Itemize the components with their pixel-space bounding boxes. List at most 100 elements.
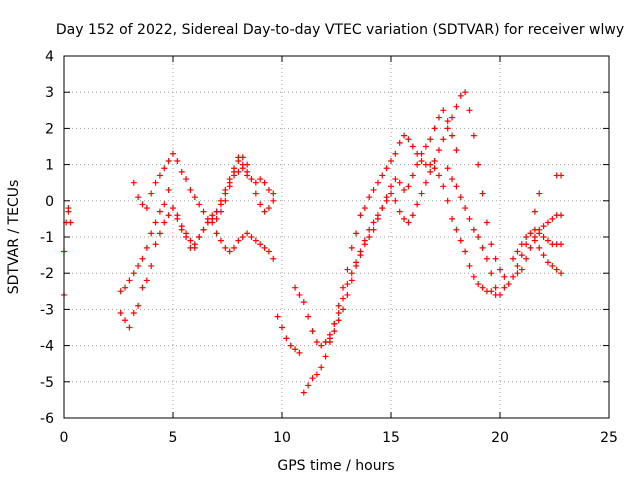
data-point	[510, 273, 517, 280]
data-point	[405, 136, 412, 143]
data-point	[213, 230, 220, 237]
data-point	[117, 288, 124, 295]
data-point	[540, 252, 547, 259]
data-point	[340, 284, 347, 291]
data-point	[335, 302, 342, 309]
data-point	[470, 273, 477, 280]
data-point	[322, 353, 329, 360]
data-point	[217, 208, 224, 215]
data-point	[257, 241, 264, 248]
data-point	[196, 201, 203, 208]
data-point	[492, 255, 499, 262]
data-point	[348, 244, 355, 251]
data-point	[405, 219, 412, 226]
data-point	[296, 349, 303, 356]
series-pass-2	[117, 154, 277, 295]
data-point	[335, 310, 342, 317]
y-tick-label: -5	[40, 375, 54, 391]
chart-title: Day 152 of 2022, Sidereal Day-to-day VTE…	[56, 22, 624, 38]
data-point	[409, 172, 416, 179]
data-point	[392, 197, 399, 204]
y-tick-labels: -6 -5 -4 -3 -2 -1 0 1 2 3 4	[40, 49, 54, 427]
series-pass-4	[213, 230, 277, 262]
data-point	[505, 281, 512, 288]
data-point	[170, 150, 176, 157]
data-point	[174, 157, 181, 164]
data-point	[518, 266, 525, 273]
data-point	[366, 234, 373, 240]
data-point	[318, 342, 325, 349]
x-tick-labels: 0 5 10 15 20 25	[60, 430, 618, 446]
data-point	[396, 208, 403, 215]
data-point	[536, 190, 543, 197]
data-point	[313, 338, 320, 345]
data-point	[274, 313, 281, 320]
data-point	[183, 176, 190, 183]
data-point	[453, 226, 460, 233]
data-point	[361, 237, 368, 244]
data-point	[170, 205, 176, 212]
data-point	[156, 230, 163, 237]
data-point	[422, 179, 429, 186]
data-point	[331, 320, 338, 327]
data-point	[444, 197, 451, 204]
data-point	[187, 186, 194, 193]
data-point	[244, 230, 251, 237]
data-point	[466, 262, 473, 269]
data-point	[165, 212, 172, 219]
data-point	[126, 324, 133, 331]
data-point	[422, 143, 429, 150]
data-point	[309, 375, 316, 382]
data-point	[296, 291, 303, 298]
data-point	[418, 150, 425, 157]
data-point	[427, 168, 434, 175]
x-tick-label: 5	[169, 430, 178, 446]
data-point	[453, 183, 460, 190]
data-point	[353, 230, 360, 237]
data-point	[152, 219, 159, 226]
data-point	[300, 389, 307, 396]
data-point	[514, 270, 521, 277]
data-point	[558, 270, 565, 277]
data-point	[209, 219, 216, 226]
data-point	[431, 165, 438, 172]
x-tick-label: 20	[491, 430, 509, 446]
data-point	[462, 89, 469, 96]
data-point	[265, 248, 272, 255]
data-point	[449, 114, 456, 121]
data-point	[457, 237, 464, 244]
data-point	[388, 190, 394, 197]
series-pass-3	[130, 150, 251, 226]
data-point	[527, 230, 534, 237]
data-point	[152, 179, 159, 186]
data-point	[488, 288, 495, 295]
data-point	[531, 226, 538, 233]
data-point	[326, 335, 333, 342]
data-point	[152, 241, 159, 248]
data-point	[305, 313, 312, 320]
data-point	[558, 212, 565, 219]
y-tick-label: 4	[45, 49, 54, 65]
data-point	[139, 255, 146, 262]
data-point	[435, 172, 442, 179]
series-pass-11	[61, 172, 565, 255]
data-point	[313, 371, 320, 378]
data-point	[479, 190, 486, 197]
data-point	[431, 157, 438, 164]
data-point	[444, 118, 451, 125]
data-point	[497, 266, 503, 273]
data-point	[178, 226, 185, 233]
data-point	[514, 262, 521, 269]
data-point	[187, 244, 194, 251]
data-point	[226, 176, 233, 183]
data-point	[449, 132, 456, 139]
data-point	[440, 183, 447, 190]
data-point	[292, 284, 299, 291]
data-point	[366, 194, 373, 201]
data-point	[523, 234, 530, 240]
data-point	[265, 186, 272, 193]
data-point	[130, 310, 137, 317]
data-point	[300, 299, 307, 306]
data-point	[431, 125, 438, 132]
